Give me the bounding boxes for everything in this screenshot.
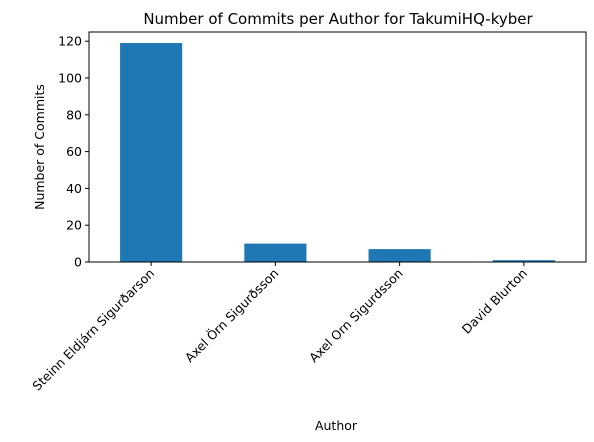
y-tick-label: 80 xyxy=(66,107,82,122)
plot-frame xyxy=(88,31,587,263)
x-tick-label: Steinn Eldjárn Sigurðarson xyxy=(29,266,157,394)
bars-group xyxy=(120,43,555,262)
y-tick-label: 20 xyxy=(66,218,82,233)
bar xyxy=(368,249,431,262)
bar xyxy=(120,43,183,262)
bar xyxy=(244,243,307,262)
y-tick-label: 120 xyxy=(58,34,82,49)
x-tick-label: Axel Orn Sigurdsson xyxy=(306,266,406,366)
x-axis-label: Author xyxy=(315,418,358,433)
y-axis-ticks: 0 20 40 60 80 100 120 xyxy=(58,34,89,270)
y-tick-label: 40 xyxy=(66,181,82,196)
x-tick-label: David Blurton xyxy=(459,266,530,337)
bar xyxy=(492,260,555,262)
chart-title: Number of Commits per Author for TakumiH… xyxy=(143,10,533,28)
y-tick-label: 100 xyxy=(58,71,82,86)
y-tick-label: 0 xyxy=(74,255,82,270)
x-axis-ticks: Steinn Eldjárn Sigurðarson Axel Örn Sigur… xyxy=(29,262,530,394)
x-tick-label: Axel Örn Sigurðsson xyxy=(181,265,281,365)
y-tick-label: 60 xyxy=(66,144,82,159)
y-axis-label: Number of Commits xyxy=(32,84,47,210)
